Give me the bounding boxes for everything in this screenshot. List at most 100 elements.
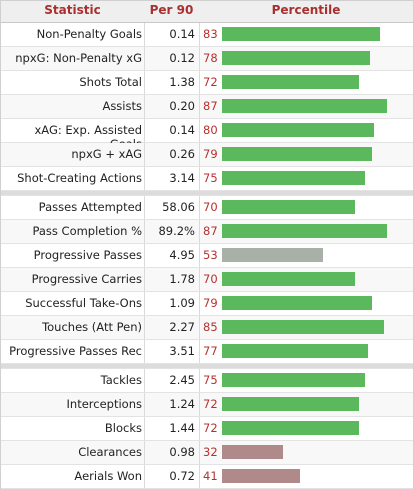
column-divider <box>199 47 200 70</box>
table-row: Progressive Passes Rec 3.51 77 <box>1 340 413 364</box>
column-divider <box>199 292 200 315</box>
table-row: Blocks 1.44 72 <box>1 417 413 441</box>
statistic-label: npxG: Non-Penalty xG <box>15 51 142 65</box>
statistic-label: npxG + xAG <box>71 147 142 161</box>
table-row: Shots Total 1.38 72 <box>1 71 413 95</box>
percentile-bar <box>222 171 365 185</box>
table-row: Aerials Won 0.72 41 <box>1 465 413 489</box>
statistic-label: Non-Penalty Goals <box>36 27 142 41</box>
header-per90[interactable]: Per 90 <box>149 3 194 17</box>
per90-value: 1.09 <box>169 296 195 310</box>
percentile-value: 79 <box>203 147 218 161</box>
percentile-value: 53 <box>203 248 218 262</box>
column-divider <box>199 417 200 440</box>
percentile-value: 78 <box>203 51 218 65</box>
statistic-label: Clearances <box>78 445 142 459</box>
percentile-bar <box>222 99 387 113</box>
percentile-value: 70 <box>203 272 218 286</box>
percentile-bar <box>222 296 372 310</box>
column-divider <box>199 143 200 166</box>
column-divider <box>199 316 200 339</box>
per90-value: 0.14 <box>169 123 195 137</box>
column-divider <box>144 23 145 46</box>
per90-value: 0.26 <box>169 147 195 161</box>
percentile-bar <box>222 445 283 459</box>
column-divider <box>199 340 200 363</box>
per90-value: 0.20 <box>169 99 195 113</box>
percentile-bar <box>222 123 374 137</box>
percentile-bar <box>222 469 300 483</box>
per90-value: 1.24 <box>169 397 195 411</box>
header-statistic[interactable]: Statistic <box>44 3 101 17</box>
column-divider <box>144 268 145 291</box>
table-body: Non-Penalty Goals 0.14 83 npxG: Non-Penalty… <box>1 23 413 489</box>
column-divider <box>199 268 200 291</box>
percentile-bar <box>222 272 355 286</box>
statistic-label: Progressive Passes <box>33 248 142 262</box>
column-divider <box>144 244 145 267</box>
per90-value: 2.27 <box>169 320 195 334</box>
per90-value: 0.98 <box>169 445 195 459</box>
group-separator <box>1 191 413 196</box>
table-header: Statistic Per 90 Percentile <box>1 1 413 23</box>
per90-value: 1.78 <box>169 272 195 286</box>
column-divider <box>144 340 145 363</box>
percentile-value: 75 <box>203 373 218 387</box>
per90-value: 1.44 <box>169 421 195 435</box>
statistic-label: Progressive Passes Rec <box>9 344 142 358</box>
percentile-value: 80 <box>203 123 218 137</box>
column-divider <box>199 196 200 219</box>
table-row: Tackles 2.45 75 <box>1 369 413 393</box>
percentile-bar <box>222 344 368 358</box>
per90-value: 3.51 <box>169 344 195 358</box>
per90-value: 1.38 <box>169 75 195 89</box>
table-row: Assists 0.20 87 <box>1 95 413 119</box>
table-row: Progressive Carries 1.78 70 <box>1 268 413 292</box>
header-percentile[interactable]: Percentile <box>271 3 341 17</box>
column-divider <box>199 244 200 267</box>
statistic-label: Tackles <box>100 373 142 387</box>
table-row: Successful Take-Ons 1.09 79 <box>1 292 413 316</box>
statistic-label: Progressive Carries <box>31 272 142 286</box>
table-row: Touches (Att Pen) 2.27 85 <box>1 316 413 340</box>
column-divider <box>144 95 145 118</box>
table-row: Progressive Passes 4.95 53 <box>1 244 413 268</box>
percentile-value: 87 <box>203 224 218 238</box>
percentile-bar <box>222 27 380 41</box>
column-divider <box>144 220 145 243</box>
table-row: Clearances 0.98 32 <box>1 441 413 465</box>
per90-value: 89.2% <box>158 224 195 238</box>
percentile-value: 77 <box>203 344 218 358</box>
statistic-label: Shot-Creating Actions <box>17 171 142 185</box>
percentile-value: 72 <box>203 421 218 435</box>
statistic-label: Interceptions <box>66 397 142 411</box>
statistic-label: Blocks <box>104 421 142 435</box>
column-divider <box>199 167 200 190</box>
column-divider <box>199 220 200 243</box>
column-divider <box>144 167 145 190</box>
statistic-label: Touches (Att Pen) <box>42 320 142 334</box>
per90-value: 0.14 <box>169 27 195 41</box>
statistic-label: Passes Attempted <box>38 200 142 214</box>
group-separator <box>1 364 413 369</box>
column-divider <box>199 441 200 464</box>
percentile-value: 70 <box>203 200 218 214</box>
per90-value: 0.72 <box>169 469 195 483</box>
table-row: Interceptions 1.24 72 <box>1 393 413 417</box>
statistic-label: Pass Completion % <box>32 224 142 238</box>
column-divider <box>144 143 145 166</box>
percentile-bar <box>222 147 372 161</box>
column-divider <box>199 23 200 46</box>
percentile-bar <box>222 248 323 262</box>
per90-value: 0.12 <box>169 51 195 65</box>
percentile-value: 79 <box>203 296 218 310</box>
column-divider <box>144 196 145 219</box>
column-divider <box>199 393 200 416</box>
percentile-bar <box>222 421 359 435</box>
column-divider <box>199 119 200 142</box>
percentile-value: 85 <box>203 320 218 334</box>
per90-value: 4.95 <box>169 248 195 262</box>
table-row: npxG + xAG 0.26 79 <box>1 143 413 167</box>
column-divider <box>199 465 200 488</box>
percentile-value: 72 <box>203 75 218 89</box>
